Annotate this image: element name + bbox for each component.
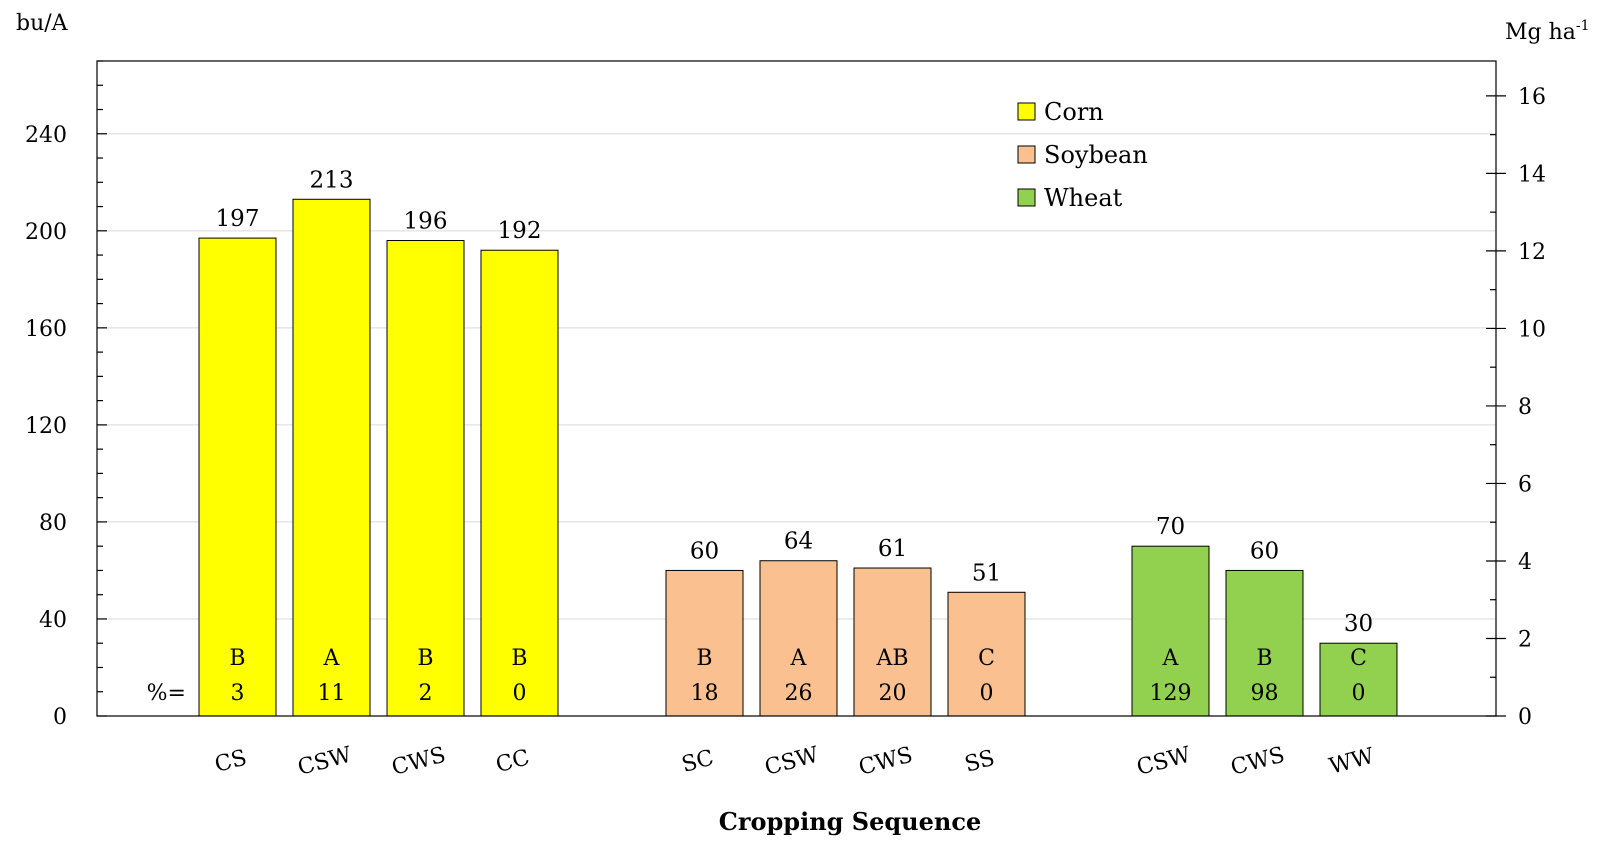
x-tick-label: CSW bbox=[295, 742, 355, 780]
significance-letter: A bbox=[1162, 646, 1180, 671]
bar-corn-csw bbox=[292, 198, 371, 717]
data-label: 196 bbox=[404, 209, 448, 235]
significance-letter: A bbox=[323, 646, 341, 671]
percent-label: 20 bbox=[879, 681, 907, 706]
bar-soybean-ss bbox=[947, 591, 1026, 717]
x-tick-label: SC bbox=[679, 746, 716, 778]
y-left-tick-label: 40 bbox=[39, 608, 67, 633]
x-tick-label: SS bbox=[962, 746, 997, 778]
x-tick-label: CSW bbox=[762, 742, 822, 780]
legend-swatch-corn bbox=[1017, 102, 1036, 121]
bar-soybean-sc bbox=[665, 569, 744, 717]
percent-label: 0 bbox=[1352, 681, 1366, 706]
percent-label: 2 bbox=[419, 681, 433, 706]
bars-layer bbox=[198, 198, 1398, 717]
percent-label: 11 bbox=[318, 681, 346, 706]
percent-label: 18 bbox=[691, 681, 719, 706]
legend-label-corn: Corn bbox=[1044, 98, 1104, 126]
x-tick-label: CWS bbox=[1228, 743, 1287, 781]
data-label: 60 bbox=[1250, 538, 1279, 564]
y-left-tick-label: 160 bbox=[25, 317, 67, 342]
y-right-tick-label: 14 bbox=[1518, 162, 1546, 187]
significance-letter: B bbox=[417, 646, 433, 671]
x-tick-label: WW bbox=[1327, 744, 1378, 780]
x-tick-label: CWS bbox=[389, 743, 448, 781]
bar-corn-cs bbox=[198, 237, 277, 717]
percent-label: 3 bbox=[231, 681, 245, 706]
data-label: 51 bbox=[972, 560, 1001, 586]
y-left-tick-label: 0 bbox=[53, 705, 67, 730]
percent-label: 129 bbox=[1150, 681, 1192, 706]
significance-letter: B bbox=[1256, 646, 1272, 671]
data-label: 60 bbox=[690, 538, 719, 564]
significance-letter: A bbox=[790, 646, 808, 671]
y-left-tick-label: 80 bbox=[39, 511, 67, 536]
y-axis-left-label: bu/A bbox=[16, 11, 69, 36]
significance-letter: B bbox=[511, 646, 527, 671]
percent-label: 0 bbox=[980, 681, 994, 706]
significance-letter: C bbox=[1350, 646, 1367, 671]
legend-label-soybean: Soybean bbox=[1044, 141, 1148, 169]
y-right-tick-label: 4 bbox=[1518, 550, 1532, 575]
y-right-tick-label: 16 bbox=[1518, 85, 1546, 110]
y-axis-right-label: Mg ha-1 bbox=[1505, 18, 1590, 45]
bar-soybean-csw bbox=[759, 560, 838, 717]
percent-label: 98 bbox=[1251, 681, 1279, 706]
significance-letter: B bbox=[229, 646, 245, 671]
data-label: 192 bbox=[498, 218, 542, 244]
y-left-tick-label: 200 bbox=[25, 220, 67, 245]
data-label: 64 bbox=[784, 529, 813, 555]
bar-wheat-cws bbox=[1225, 569, 1304, 717]
data-label: 213 bbox=[310, 167, 354, 193]
y-right-tick-label: 10 bbox=[1518, 317, 1546, 342]
y-right-tick-label: 8 bbox=[1518, 395, 1532, 420]
bar-wheat-csw bbox=[1131, 545, 1210, 717]
percent-prefix: %= bbox=[147, 681, 186, 706]
y-right-tick-label: 2 bbox=[1518, 627, 1532, 652]
labels-layer: 197B3CS213A11CSW196B2CWS192B0CC60B18SC64… bbox=[212, 167, 1377, 781]
x-tick-label: CS bbox=[212, 746, 249, 778]
y-right-tick-label: 12 bbox=[1518, 240, 1546, 265]
legend-swatch-wheat bbox=[1017, 188, 1036, 207]
x-tick-label: CWS bbox=[856, 743, 915, 781]
x-tick-label: CC bbox=[493, 745, 532, 778]
y-right-tick-label: 6 bbox=[1518, 472, 1532, 497]
x-tick-label: CSW bbox=[1134, 742, 1194, 780]
bar-wheat-ww bbox=[1319, 642, 1398, 717]
significance-letter: B bbox=[696, 646, 712, 671]
legend-label-wheat: Wheat bbox=[1044, 184, 1123, 212]
bar-soybean-cws bbox=[853, 567, 932, 717]
legend-swatch-soybean bbox=[1017, 145, 1036, 164]
percent-label: 0 bbox=[513, 681, 527, 706]
significance-letter: AB bbox=[875, 646, 908, 671]
bar-corn-cws bbox=[386, 240, 465, 717]
significance-letter: C bbox=[978, 646, 995, 671]
percent-label: 26 bbox=[785, 681, 813, 706]
data-label: 70 bbox=[1156, 514, 1185, 540]
data-label: 61 bbox=[878, 536, 907, 562]
legend: Corn Soybean Wheat bbox=[1017, 98, 1148, 212]
plot-frame bbox=[96, 60, 1497, 717]
y-right-tick-label: 0 bbox=[1518, 705, 1532, 730]
y-left-tick-label: 120 bbox=[25, 414, 67, 439]
data-label: 197 bbox=[216, 206, 260, 232]
data-label: 30 bbox=[1344, 611, 1373, 637]
x-axis-label: Cropping Sequence bbox=[719, 807, 981, 836]
y-left-tick-label: 240 bbox=[25, 123, 67, 148]
